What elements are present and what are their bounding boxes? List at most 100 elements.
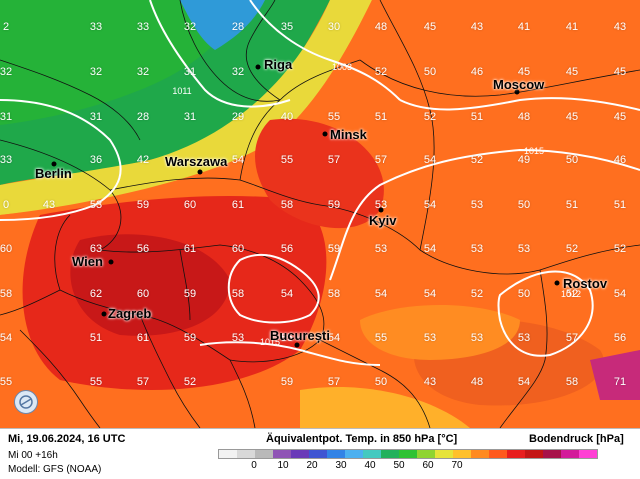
grid-value: 31 <box>183 66 197 78</box>
grid-value: 53 <box>470 199 484 211</box>
sea-region <box>300 386 470 428</box>
grid-value: 52 <box>374 66 388 78</box>
black-sea-area <box>360 305 520 360</box>
color-scale-tick: 50 <box>393 460 405 471</box>
grid-value: 54 <box>517 376 531 388</box>
city-dot-bucuresti <box>294 342 300 348</box>
city-dot-riga <box>255 64 261 70</box>
grid-value: 43 <box>42 199 56 211</box>
grid-value: 50 <box>374 376 388 388</box>
color-scale-swatch <box>291 450 309 458</box>
country-borders <box>0 0 640 428</box>
color-scale-tick: 30 <box>335 460 347 471</box>
legend-footer: Mi, 19.06.2024, 16 UTC Mi 00 +16h Modell… <box>0 428 640 479</box>
isobar-label: 1012 <box>560 289 582 299</box>
grid-value: 54 <box>423 154 437 166</box>
grid-value: 53 <box>423 332 437 344</box>
grid-value: 42 <box>136 154 150 166</box>
color-scale-swatch <box>273 450 291 458</box>
variable-label: Äquivalentpot. Temp. in 850 hPa [°C] <box>266 433 458 445</box>
grid-value: 32 <box>183 21 197 33</box>
grid-value: 46 <box>470 66 484 78</box>
color-scale-swatch <box>543 450 561 458</box>
color-scale-tick: 70 <box>451 460 463 471</box>
color-scale-swatch <box>561 450 579 458</box>
grid-value: 55 <box>0 376 13 388</box>
grid-value: 29 <box>231 111 245 123</box>
grid-value: 32 <box>231 66 245 78</box>
color-scale-swatch <box>381 450 399 458</box>
color-scale-swatch <box>399 450 417 458</box>
grid-value: 60 <box>136 288 150 300</box>
grid-value: 45 <box>613 111 627 123</box>
grid-value: 50 <box>517 199 531 211</box>
grid-value: 57 <box>327 376 341 388</box>
grid-value: 58 <box>327 288 341 300</box>
grid-value: 33 <box>136 21 150 33</box>
grid-value: 53 <box>89 199 103 211</box>
grid-value: 35 <box>280 21 294 33</box>
grid-value: 36 <box>89 154 103 166</box>
grid-value: 56 <box>136 243 150 255</box>
grid-value: 45 <box>423 21 437 33</box>
grid-value: 54 <box>613 288 627 300</box>
model-label: Modell: GFS (NOAA) <box>8 464 102 475</box>
grid-value: 61 <box>136 332 150 344</box>
run-label: Mi 00 +16h <box>8 450 58 461</box>
grid-value: 53 <box>470 243 484 255</box>
grid-value: 54 <box>423 199 437 211</box>
grid-value: 48 <box>470 376 484 388</box>
color-scale-tick: 40 <box>364 460 376 471</box>
grid-value: 43 <box>423 376 437 388</box>
grid-value: 60 <box>0 243 13 255</box>
color-scale-tick: 60 <box>422 460 434 471</box>
color-scale-swatch <box>579 450 597 458</box>
weather-map: 2 33 33 32 28 35 30 48 45 43 41 41 43 32 32 32 31 32 52 50 4… <box>0 0 640 428</box>
color-scale-swatch <box>525 450 543 458</box>
city-dot-moscow <box>514 89 520 95</box>
grid-value: 40 <box>280 111 294 123</box>
grid-value: 54 <box>231 154 245 166</box>
grid-value: 53 <box>374 199 388 211</box>
grid-value: 0 <box>2 199 10 211</box>
grid-value: 59 <box>183 288 197 300</box>
pressure-label: Bodendruck [hPa] <box>529 433 624 445</box>
grid-value: 41 <box>517 21 531 33</box>
city-label-kyiv: Kyiv <box>369 213 397 228</box>
grid-value: 31 <box>0 111 13 123</box>
grid-value: 51 <box>374 111 388 123</box>
color-scale-swatch <box>309 450 327 458</box>
grid-value: 55 <box>280 154 294 166</box>
city-label-warszawa: Warszawa <box>165 154 228 169</box>
color-scale-swatch <box>363 450 381 458</box>
grid-value: 32 <box>136 66 150 78</box>
grid-value: 45 <box>613 66 627 78</box>
city-label-zagreb: Zagreb <box>108 306 152 321</box>
map-canvas <box>0 0 640 428</box>
transition-band <box>0 0 372 215</box>
color-scale-bar <box>218 449 598 459</box>
grid-value: 45 <box>517 66 531 78</box>
color-scale-swatch <box>471 450 489 458</box>
color-scale-swatch <box>255 450 273 458</box>
grid-value: 48 <box>517 111 531 123</box>
grid-value: 51 <box>565 199 579 211</box>
city-dot-zagreb <box>101 311 107 317</box>
grid-value: 60 <box>231 243 245 255</box>
grid-value: 63 <box>89 243 103 255</box>
grid-value: 59 <box>327 199 341 211</box>
grid-value: 32 <box>89 66 103 78</box>
grid-value: 53 <box>374 243 388 255</box>
grid-value: 43 <box>613 21 627 33</box>
grid-value: 52 <box>470 288 484 300</box>
color-scale-tick: 10 <box>277 460 289 471</box>
grid-value: 61 <box>183 243 197 255</box>
grid-value: 57 <box>136 376 150 388</box>
hot-spot-east <box>590 350 640 400</box>
grid-value: 50 <box>565 154 579 166</box>
grid-value: 57 <box>327 154 341 166</box>
grid-value: 54 <box>374 288 388 300</box>
isobar-label: 1015 <box>523 146 545 156</box>
grid-value: 33 <box>89 21 103 33</box>
grid-value: 56 <box>280 243 294 255</box>
